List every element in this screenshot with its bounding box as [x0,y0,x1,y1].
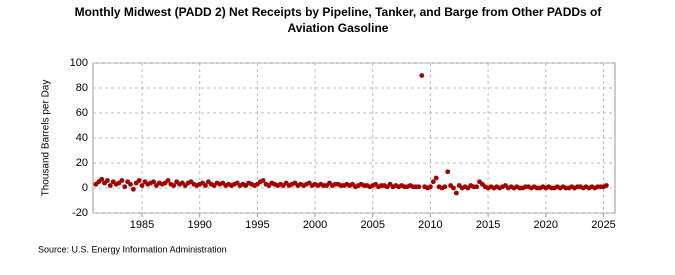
data-point [128,181,133,187]
data-point [428,184,433,190]
y-tick-label: 40 [76,132,88,144]
data-point [416,184,422,190]
data-point [445,169,451,175]
data-point [165,178,171,183]
data-point [99,176,105,182]
data-point [136,178,142,183]
data-point [105,178,110,183]
data-point [171,183,177,188]
data-point [433,175,439,181]
data-point [151,179,156,185]
y-tick-label: 100 [70,57,88,69]
x-tick-label: 1995 [245,219,269,231]
data-point [474,184,479,190]
data-point [107,183,113,188]
x-tick-label: 2000 [303,219,327,231]
data-point [419,73,425,78]
data-point [603,183,609,188]
chart-title: Monthly Midwest (PADD 2) Net Receipts by… [75,5,603,19]
x-tick-label: 2010 [418,219,442,231]
source-note: Source: U.S. Energy Information Administ… [38,244,227,254]
data-point [119,178,125,183]
y-tick-label: 0 [82,182,88,194]
data-point [260,178,266,183]
data-point [122,184,128,190]
data-point [453,190,459,196]
data-point [430,179,436,185]
y-tick-label: 20 [76,157,88,169]
x-tick-label: 2015 [476,219,500,231]
x-tick-label: 1990 [187,219,211,231]
y-axis-label: Thousand Barrels per Day [41,80,52,197]
x-tick-label: 2005 [361,219,385,231]
data-point [442,184,448,190]
chart-title: Aviation Gasoline [288,21,389,35]
y-tick-label: 80 [76,82,88,94]
y-tick-label: 60 [76,107,88,119]
x-tick-label: 2025 [591,219,615,231]
data-point [139,183,145,188]
data-point [451,185,456,191]
data-point [130,186,136,192]
data-point [203,183,208,188]
y-tick-label: -20 [72,207,88,219]
x-tick-label: 2020 [534,219,558,231]
x-tick-label: 1985 [130,219,154,231]
